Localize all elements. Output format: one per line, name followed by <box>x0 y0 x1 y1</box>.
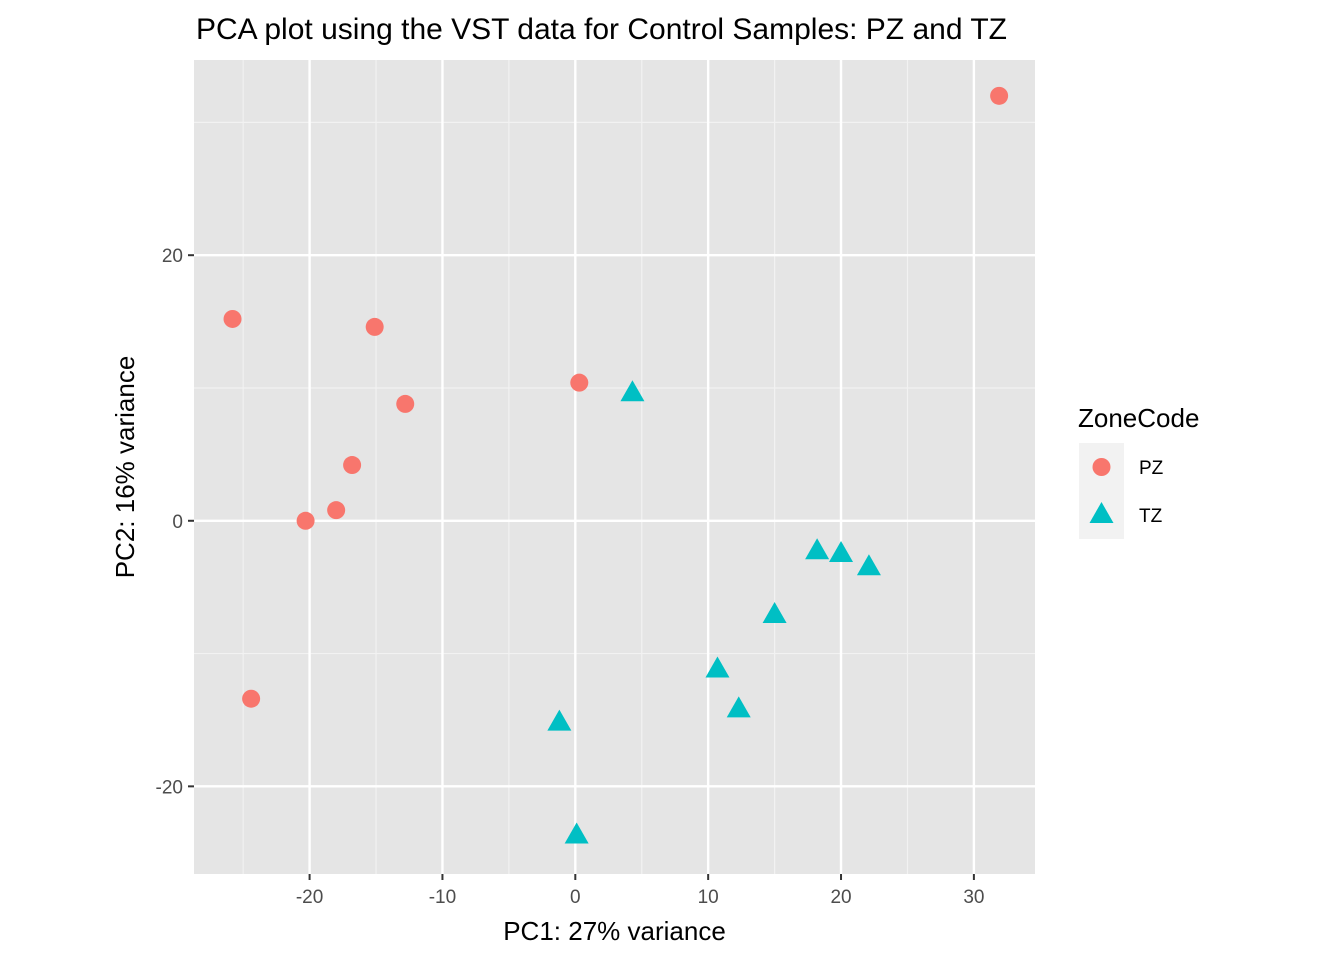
legend-key-triangle <box>1089 501 1114 523</box>
x-tick-label: 10 <box>698 887 719 908</box>
x-axis-title: PC1: 27% variance <box>503 916 726 946</box>
tz-triangle-point <box>805 538 830 560</box>
tz-triangle-point <box>620 380 645 402</box>
pz-circle-point <box>296 511 315 530</box>
legend-keys: PZ TZ <box>1079 443 1164 539</box>
x-tick-label: -20 <box>296 887 323 908</box>
pz-circle-point <box>365 317 384 336</box>
pz-circle-point <box>223 309 242 328</box>
tz-triangle-point <box>762 602 787 624</box>
pz-circle-point <box>396 394 415 413</box>
pz-circle-point <box>570 373 589 392</box>
pz-circle-point <box>327 501 346 520</box>
y-axis-title: PC2: 16% variance <box>110 356 140 579</box>
x-axis-ticks: -20 -10 0 10 20 30 <box>296 874 984 908</box>
tz-triangle-point <box>564 822 589 844</box>
x-tick-label: 20 <box>830 887 851 908</box>
minor-gridlines <box>194 60 1035 874</box>
x-tick-label: 30 <box>963 887 984 908</box>
legend-title: ZoneCode <box>1078 403 1199 433</box>
data-points <box>223 86 1009 844</box>
chart-title: PCA plot using the VST data for Control … <box>196 13 1007 46</box>
legend-label-tz: TZ <box>1139 506 1163 527</box>
pz-circle-point <box>990 86 1009 105</box>
tz-triangle-point <box>829 540 854 562</box>
y-axis-ticks: -20 0 20 <box>156 246 194 798</box>
y-tick-label: -20 <box>156 777 183 798</box>
x-tick-label: -10 <box>429 887 456 908</box>
y-tick-label: 20 <box>162 246 183 267</box>
legend-key-circle <box>1092 458 1111 476</box>
plot-panel <box>194 60 1035 874</box>
legend: ZoneCode PZ TZ <box>1078 403 1199 539</box>
pz-circle-point <box>343 456 362 475</box>
tz-triangle-point <box>547 709 572 731</box>
tz-triangle-point <box>726 696 751 718</box>
tz-triangle-point <box>705 656 730 678</box>
major-gridlines <box>194 60 1035 874</box>
x-tick-label: 0 <box>570 887 581 908</box>
tz-triangle-point <box>856 554 881 576</box>
y-tick-label: 0 <box>172 512 183 533</box>
pz-circle-point <box>242 689 261 708</box>
legend-label-pz: PZ <box>1139 458 1164 479</box>
